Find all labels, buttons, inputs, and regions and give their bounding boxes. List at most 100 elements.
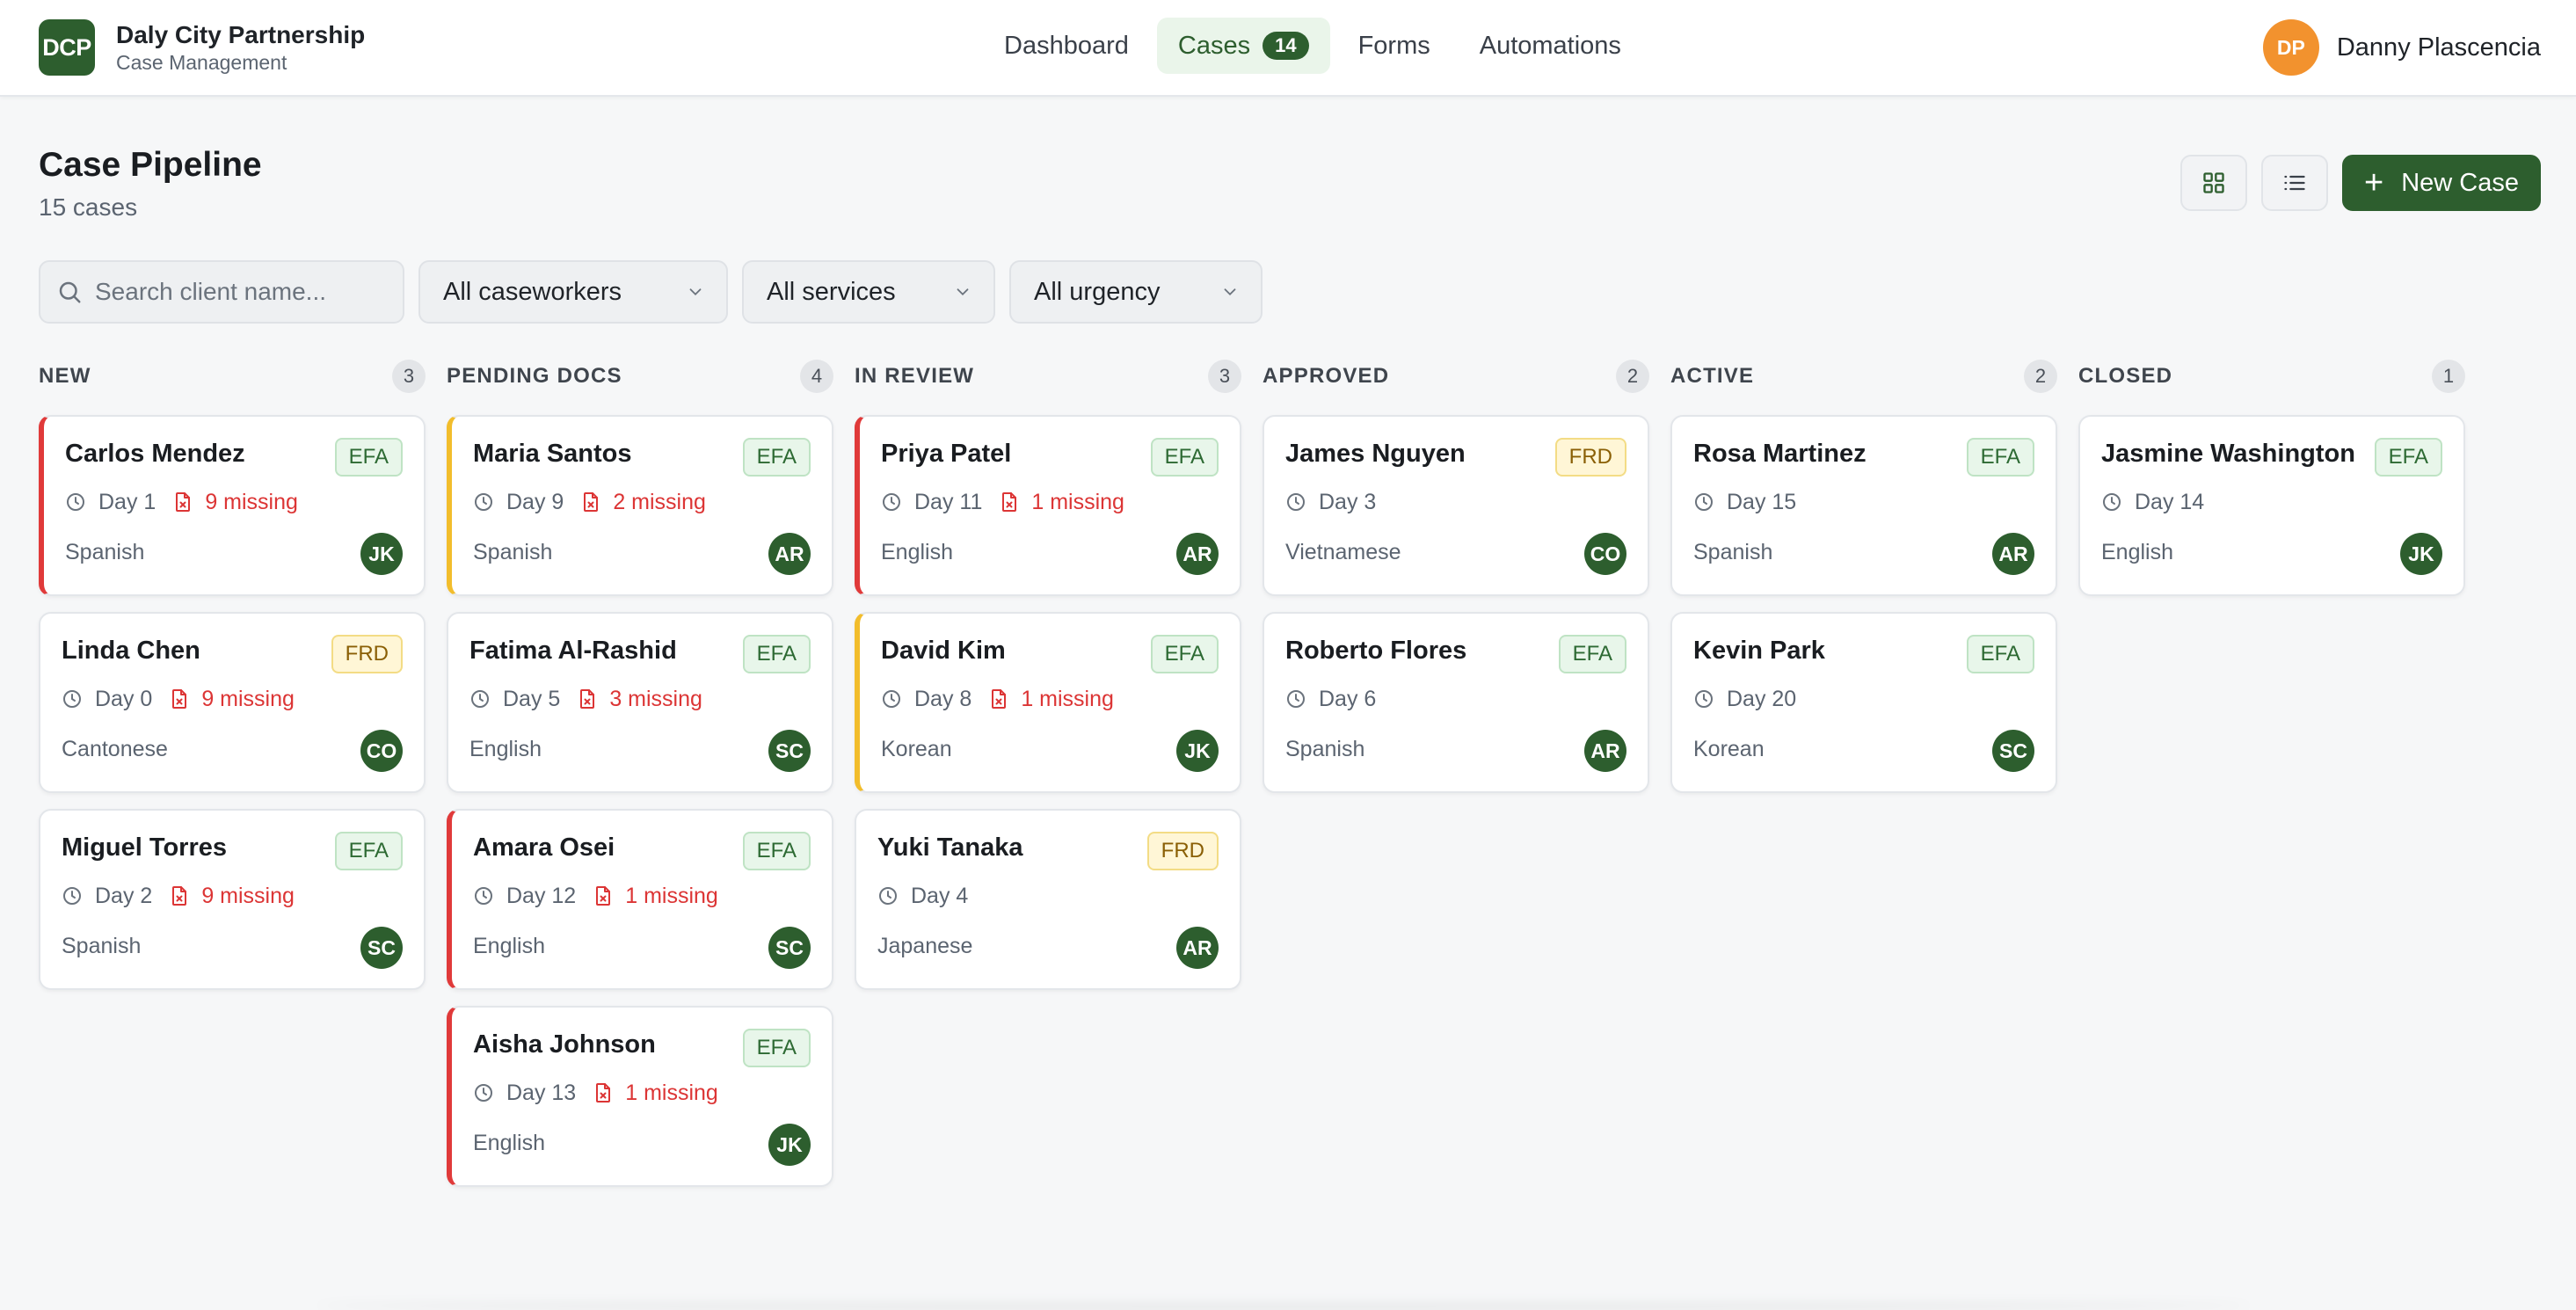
column-in-review: IN REVIEW 3: [855, 355, 1241, 397]
missing-docs: 1 missing: [593, 884, 718, 909]
user-menu[interactable]: DP Danny Plascencia: [2262, 19, 2541, 76]
column-title: ACTIVE: [1670, 364, 1755, 388]
case-day: Day 8: [914, 686, 972, 711]
caseworker-avatar: JK: [360, 533, 403, 575]
service-filter[interactable]: All services: [742, 260, 995, 324]
case-meta: Day 6: [1285, 684, 1376, 714]
missing-document-icon: [593, 885, 613, 906]
clock-icon: [1285, 688, 1306, 710]
org-name: Daly City Partnership: [116, 21, 366, 48]
case-card[interactable]: Priya Patel EFA Day 11 1 missing English AR: [855, 415, 1241, 596]
missing-count: 3 missing: [609, 686, 702, 711]
column-title: NEW: [39, 364, 91, 388]
card-body: Aisha Johnson EFA Day 13 1 missing English JK: [473, 1008, 811, 1185]
case-card[interactable]: Rosa Martinez EFA Day 15 Spanish AR: [1670, 415, 2057, 596]
column-header: NEW 3: [39, 355, 426, 397]
service-badge: EFA: [334, 438, 403, 477]
chevron-down-icon: [1224, 288, 1236, 296]
list-view-button[interactable]: [2261, 155, 2328, 211]
column-title: PENDING DOCS: [447, 364, 622, 388]
missing-document-icon: [170, 885, 189, 906]
client-language: English: [473, 1131, 545, 1155]
client-language: Spanish: [1693, 540, 1773, 564]
card-body: Jasmine Washington EFA Day 14 English JK: [2101, 417, 2442, 594]
client-name: Rosa Martinez: [1693, 440, 1867, 468]
case-card[interactable]: Miguel Torres EFA Day 2 9 missing Spanish SC: [39, 809, 426, 990]
urgency-filter[interactable]: All urgency: [1009, 260, 1263, 324]
client-name: Roberto Flores: [1285, 637, 1467, 665]
case-card[interactable]: Roberto Flores EFA Day 6 Spanish AR: [1263, 612, 1649, 793]
case-card[interactable]: Aisha Johnson EFA Day 13 1 missing English JK: [447, 1006, 833, 1187]
card-body: Carlos Mendez EFA Day 1 9 missing Spanish JK: [65, 417, 403, 594]
case-card[interactable]: Yuki Tanaka FRD Day 4 Japanese AR: [855, 809, 1241, 990]
missing-count: 1 missing: [625, 883, 718, 908]
card-body: Priya Patel EFA Day 11 1 missing English AR: [881, 417, 1219, 594]
column-count-badge: 4: [800, 360, 833, 393]
case-card[interactable]: David Kim EFA Day 8 1 missing Korean JK: [855, 612, 1241, 793]
missing-docs: 3 missing: [578, 687, 702, 712]
missing-count: 9 missing: [205, 489, 298, 514]
nav-automations[interactable]: Automations: [1459, 18, 1642, 74]
service-badge: FRD: [331, 635, 403, 673]
client-language: English: [469, 737, 542, 761]
service-badge: EFA: [2374, 438, 2442, 477]
case-meta: Day 14: [2101, 487, 2204, 517]
grid-view-button[interactable]: [2180, 155, 2247, 211]
client-language: Korean: [881, 737, 952, 761]
card-body: Yuki Tanaka FRD Day 4 Japanese AR: [877, 811, 1219, 988]
case-day: Day 12: [506, 883, 577, 908]
column-pending-docs: PENDING DOCS 4: [447, 355, 833, 397]
column-closed: CLOSED 1: [2078, 355, 2465, 397]
client-name: David Kim: [881, 637, 1006, 665]
missing-count: 9 missing: [201, 883, 295, 908]
service-badge: EFA: [1966, 635, 2034, 673]
client-language: Spanish: [473, 540, 553, 564]
service-badge: FRD: [1554, 438, 1626, 477]
org-logo[interactable]: DCP: [39, 19, 95, 76]
client-name: Aisha Johnson: [473, 1030, 656, 1059]
search-input[interactable]: [95, 278, 394, 306]
case-card[interactable]: Carlos Mendez EFA Day 1 9 missing Spanish JK: [39, 415, 426, 596]
card-body: Amara Osei EFA Day 12 1 missing English SC: [473, 811, 811, 988]
column-count-badge: 1: [2432, 360, 2465, 393]
case-card[interactable]: Kevin Park EFA Day 20 Korean SC: [1670, 612, 2057, 793]
chevron-down-icon: [689, 288, 702, 296]
missing-docs: 1 missing: [989, 687, 1114, 712]
clock-icon: [2101, 491, 2122, 513]
caseworker-avatar: AR: [1176, 927, 1219, 969]
caseworker-avatar: SC: [768, 927, 811, 969]
client-language: Korean: [1693, 737, 1765, 761]
column-title: CLOSED: [2078, 364, 2173, 388]
case-card[interactable]: Jasmine Washington EFA Day 14 English JK: [2078, 415, 2465, 596]
nav-dashboard[interactable]: Dashboard: [983, 18, 1150, 74]
user-avatar: DP: [2262, 19, 2319, 76]
nav-forms[interactable]: Forms: [1337, 18, 1452, 74]
service-badge: EFA: [742, 635, 811, 673]
case-card[interactable]: James Nguyen FRD Day 3 Vietnamese CO: [1263, 415, 1649, 596]
clock-icon: [1693, 688, 1714, 710]
client-language: Spanish: [1285, 737, 1365, 761]
clock-icon: [877, 885, 899, 906]
case-card[interactable]: Fatima Al-Rashid EFA Day 5 3 missing English…: [447, 612, 833, 793]
case-day: Day 15: [1727, 489, 1797, 514]
missing-count: 9 missing: [201, 686, 295, 711]
bottom-panel-shadow: [317, 1301, 2251, 1310]
case-meta: Day 9 2 missing: [473, 487, 706, 517]
missing-docs: 2 missing: [581, 490, 706, 515]
case-card[interactable]: Amara Osei EFA Day 12 1 missing English SC: [447, 809, 833, 990]
urgency-filter-value: All urgency: [1034, 277, 1161, 306]
missing-docs: 9 missing: [173, 490, 298, 515]
clock-icon: [1693, 491, 1714, 513]
case-day: Day 0: [95, 686, 153, 711]
missing-document-icon: [581, 491, 600, 513]
clock-icon: [62, 688, 83, 710]
case-card[interactable]: Linda Chen FRD Day 0 9 missing Cantonese CO: [39, 612, 426, 793]
case-card[interactable]: Maria Santos EFA Day 9 2 missing Spanish AR: [447, 415, 833, 596]
caseworker-avatar: SC: [1992, 730, 2034, 772]
new-case-button[interactable]: + New Case: [2342, 155, 2541, 211]
nav-cases[interactable]: Cases 14: [1156, 18, 1330, 74]
column-header: IN REVIEW 3: [855, 355, 1241, 397]
missing-document-icon: [989, 688, 1008, 710]
caseworker-filter[interactable]: All caseworkers: [418, 260, 728, 324]
client-name: Fatima Al-Rashid: [469, 637, 677, 665]
